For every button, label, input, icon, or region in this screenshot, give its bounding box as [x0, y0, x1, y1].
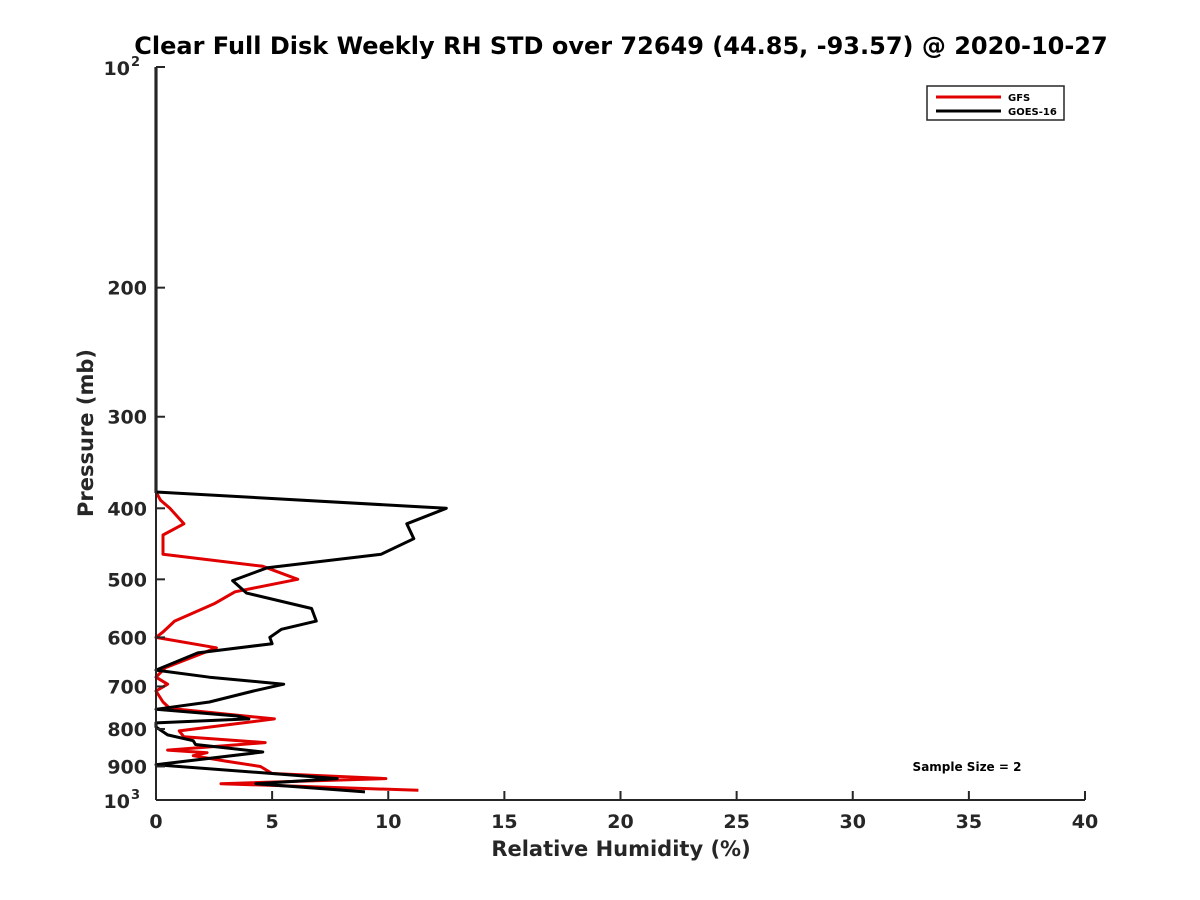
y-tick-label: 300: [107, 407, 147, 429]
x-tick-label: 0: [149, 811, 162, 833]
y-tick-label: 400: [107, 498, 147, 520]
x-tick-label: 25: [723, 811, 749, 833]
series-lines: [154, 67, 448, 794]
y-tick-label: 900: [107, 756, 147, 778]
legend-box: [926, 85, 1065, 121]
y-tick-label: 200: [107, 278, 147, 300]
x-tick-label: 35: [956, 811, 982, 833]
y-tick-exponent: 3: [131, 788, 140, 803]
sample-size-annotation: Sample Size = 2: [913, 760, 1022, 774]
x-tick-label: 30: [840, 811, 866, 833]
x-tick-label: 40: [1072, 811, 1098, 833]
legend-label-goes-16: GOES-16: [1008, 107, 1057, 118]
x-tick-label: 20: [607, 811, 633, 833]
y-tick-label: 800: [107, 719, 147, 741]
y-axis-label: Pressure (mb): [74, 349, 98, 517]
chart-title: Clear Full Disk Weekly RH STD over 72649…: [134, 32, 1107, 60]
x-tick-label: 15: [491, 811, 517, 833]
x-tick-label: 5: [266, 811, 279, 833]
y-tick-label: 10: [104, 791, 130, 813]
legend-label-gfs: GFS: [1008, 93, 1030, 104]
y-tick-label: 500: [107, 569, 147, 591]
x-tick-label: 10: [375, 811, 401, 833]
y-tick-label: 10: [104, 58, 130, 80]
y-tick-label: 600: [107, 627, 147, 649]
legend: GFS GOES-16: [926, 85, 1065, 121]
y-tick-label: 700: [107, 676, 147, 698]
series-line-goes-16: [154, 67, 448, 794]
x-axis-label: Relative Humidity (%): [491, 837, 750, 861]
y-tick-exponent: 2: [131, 55, 140, 70]
